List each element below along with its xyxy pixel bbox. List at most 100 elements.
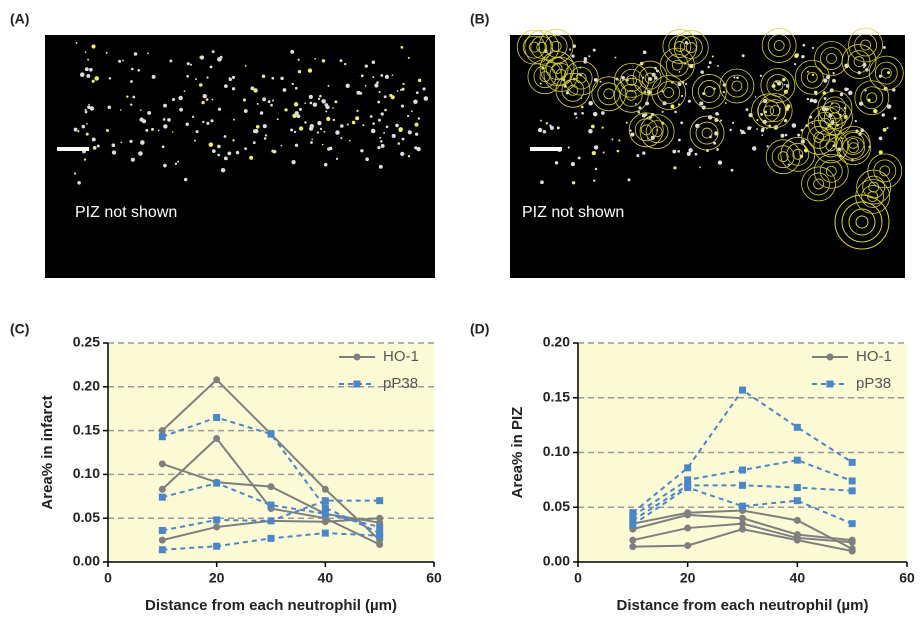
point — [321, 510, 329, 518]
cell — [680, 121, 684, 125]
cell — [581, 105, 584, 109]
cell — [335, 130, 340, 135]
x-tick-label: 20 — [209, 570, 225, 586]
distance-ring — [569, 66, 593, 90]
cell — [163, 103, 167, 108]
cell — [294, 86, 298, 90]
cell — [348, 139, 351, 142]
cell — [297, 58, 300, 61]
cell — [217, 144, 221, 149]
x-axis-label: Distance from each neutrophil (µm) — [145, 597, 397, 614]
cell — [756, 119, 759, 122]
cell — [642, 50, 647, 55]
cell — [254, 128, 259, 134]
cell — [81, 124, 86, 129]
cell — [854, 119, 857, 123]
y-tick-label: 0.15 — [73, 421, 100, 437]
distance-ring — [873, 159, 897, 183]
distance-ring — [639, 114, 675, 150]
distance-ring — [663, 87, 675, 98]
distance-ring — [866, 92, 878, 104]
cell — [878, 150, 883, 155]
cell — [284, 108, 288, 112]
cell — [85, 132, 89, 136]
cell — [86, 74, 91, 78]
micrograph — [510, 35, 905, 278]
cell — [91, 44, 96, 49]
cell — [319, 127, 323, 131]
y-tick-label: 0.05 — [73, 509, 100, 525]
cell — [592, 111, 598, 117]
cell — [249, 155, 254, 160]
distance-ring — [527, 59, 563, 95]
cell — [157, 129, 160, 132]
cell — [729, 128, 732, 132]
cell — [684, 41, 688, 45]
distance-ring — [613, 77, 649, 113]
cell — [140, 140, 145, 145]
cell — [299, 107, 302, 111]
cell — [380, 140, 383, 143]
distance-ring — [848, 208, 876, 236]
distance-ring — [691, 74, 727, 109]
cell — [232, 139, 235, 142]
cell — [833, 80, 836, 83]
cell — [689, 63, 694, 69]
cell — [629, 129, 632, 132]
point — [848, 487, 856, 495]
cell — [756, 128, 758, 130]
cell — [370, 128, 376, 134]
distance-ring — [561, 78, 585, 102]
cell — [670, 104, 675, 109]
point — [739, 525, 746, 533]
distance-ring — [829, 102, 841, 114]
cell — [699, 166, 701, 169]
cell — [830, 120, 835, 125]
x-tick-label: 0 — [574, 570, 582, 586]
cell — [321, 143, 324, 146]
caption: PIZ not shown — [522, 204, 624, 221]
distance-ring — [659, 47, 695, 83]
cell — [677, 138, 681, 142]
cell — [739, 129, 742, 132]
cell — [77, 181, 81, 185]
point — [213, 434, 221, 442]
distance-ring — [662, 29, 698, 64]
cell — [210, 119, 214, 123]
cell — [377, 118, 381, 122]
point — [739, 481, 746, 489]
cell — [882, 45, 886, 49]
panel-label: (B) — [470, 11, 489, 27]
y-tick-label: 0.20 — [543, 334, 570, 350]
distance-ring — [685, 42, 697, 53]
cell — [708, 61, 712, 65]
distance-ring — [874, 61, 898, 85]
distance-ring — [628, 112, 664, 148]
cell — [122, 59, 124, 62]
cell — [272, 99, 275, 102]
cell — [573, 112, 577, 116]
distance-ring — [820, 47, 843, 70]
distance-ring — [657, 81, 681, 104]
distance-ring — [533, 65, 557, 89]
cell — [638, 106, 642, 110]
distance-ring — [695, 121, 719, 145]
cell — [537, 127, 543, 133]
cell — [344, 62, 347, 66]
cell — [784, 133, 788, 137]
distance-ring — [645, 120, 669, 144]
y-tick-label: 0.10 — [543, 443, 570, 459]
cell — [401, 87, 405, 91]
point — [793, 497, 801, 505]
legend-label: pP38 — [383, 375, 418, 392]
cell — [86, 122, 88, 125]
series-line — [161, 416, 381, 534]
distance-ring — [614, 62, 649, 98]
cell — [162, 118, 166, 121]
distance-ring — [530, 35, 554, 59]
cell — [206, 121, 210, 125]
cell — [310, 141, 313, 144]
cell — [89, 106, 95, 111]
cell — [223, 135, 227, 138]
cell — [707, 65, 710, 69]
